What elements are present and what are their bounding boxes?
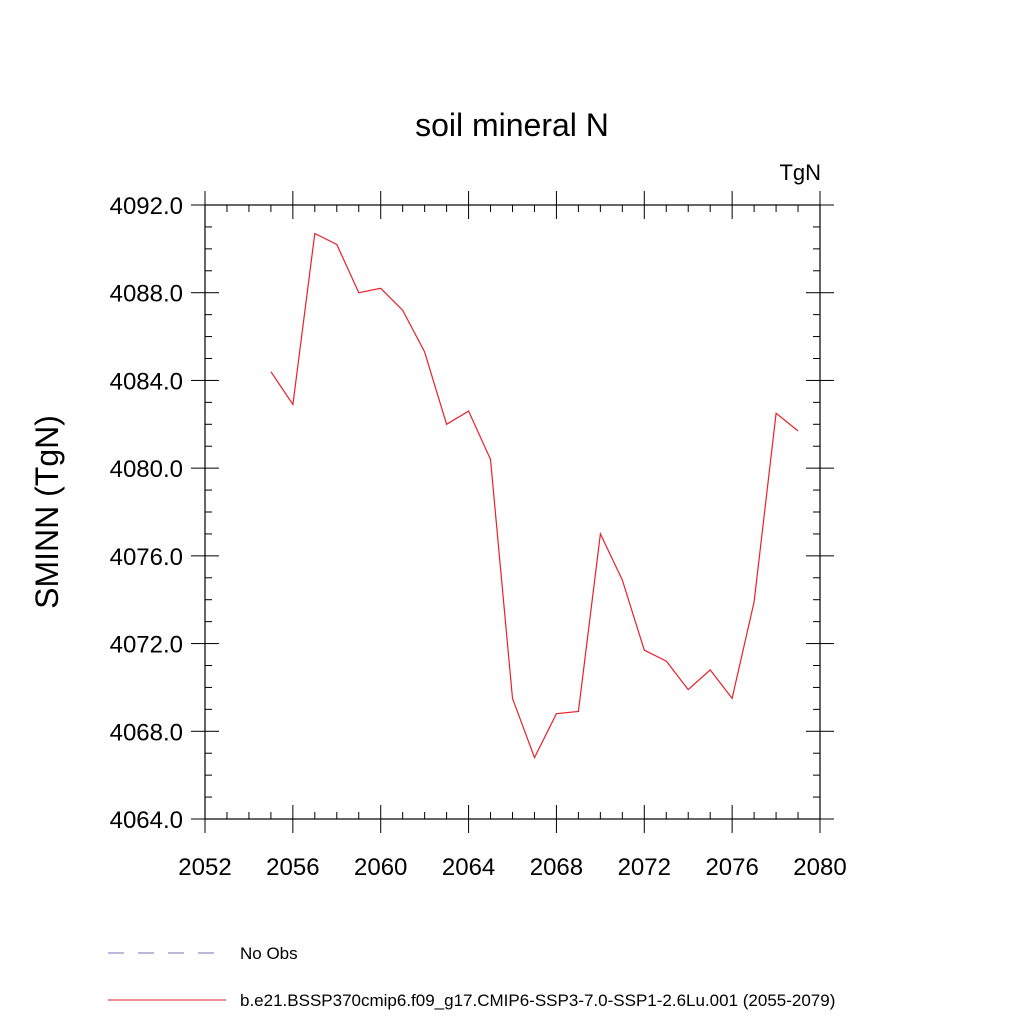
legend-label: No Obs xyxy=(240,944,298,963)
y-tick-label: 4072.0 xyxy=(110,632,183,659)
plot-series xyxy=(270,232,799,760)
y-tick-label: 4068.0 xyxy=(110,719,183,746)
axes: 2052 2056 2060 2064 2068 2072 2076 2080 4064.0 40… xyxy=(110,191,847,881)
y-tick-label: 4088.0 xyxy=(110,281,183,308)
series-line-1 xyxy=(270,232,799,760)
x-tick-label: 2080 xyxy=(793,854,846,881)
chart-title: soil mineral N xyxy=(415,107,609,143)
legend: No Obs b.e21.BSSP370cmip6.f09_g17.CMIP6-S… xyxy=(108,944,835,1010)
x-tick-label: 2052 xyxy=(178,854,231,881)
y-tick-label: 4080.0 xyxy=(110,456,183,483)
x-tick-label: 2060 xyxy=(354,854,407,881)
y-tick-label: 4064.0 xyxy=(110,807,183,834)
x-tick-label: 2056 xyxy=(266,854,319,881)
x-tick-label: 2064 xyxy=(442,854,495,881)
y-tick-label: 4076.0 xyxy=(110,544,183,571)
x-tick-label: 2072 xyxy=(618,854,671,881)
x-tick-label: 2068 xyxy=(530,854,583,881)
y-tick-label: 4084.0 xyxy=(110,368,183,395)
legend-label: b.e21.BSSP370cmip6.f09_g17.CMIP6-SSP3-7.… xyxy=(240,991,835,1010)
units-label: TgN xyxy=(779,160,821,185)
x-tick-label: 2076 xyxy=(705,854,758,881)
y-axis-label: SMINN (TgN) xyxy=(29,415,65,609)
plot-frame xyxy=(204,204,821,820)
y-tick-label: 4092.0 xyxy=(110,193,183,220)
